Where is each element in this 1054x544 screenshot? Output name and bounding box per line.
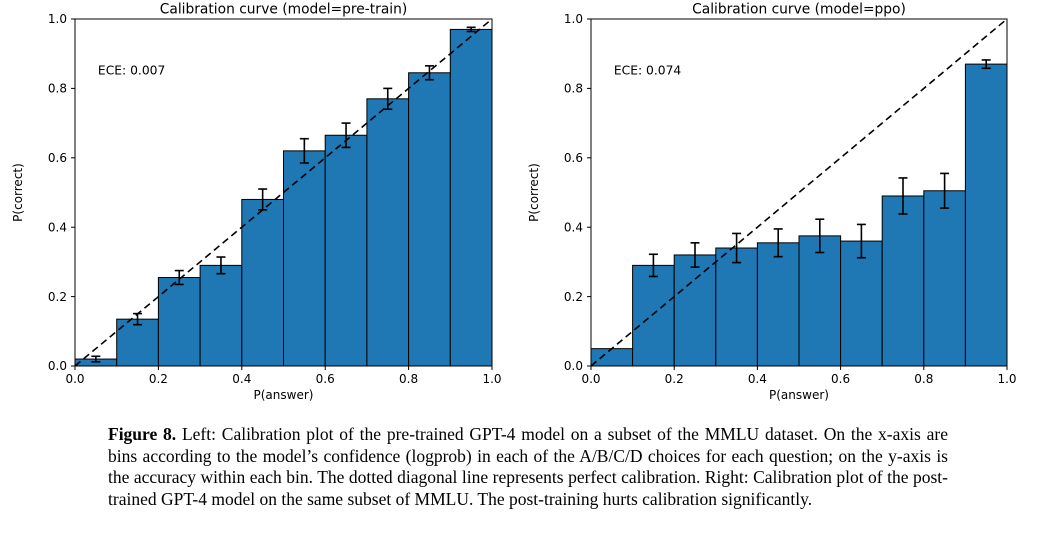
x-tick-label: 0.6	[316, 372, 335, 386]
y-tick-label: 0.6	[564, 151, 583, 165]
ece-annotation: ECE: 0.007	[98, 63, 165, 77]
bars-group	[590, 63, 1008, 367]
chart-pretrain: 0.0 0.2 0.4 0.6 0.8 1.0 0.0 0.2 0.4 0.6 0.8 1.0 Cali…	[0, 0, 527, 415]
chart-ppo-svg: 0.0 0.2 0.4 0.6 0.8 1.0 0.0 0.2 0.4 0.6 0.8 1.0 Cali…	[527, 2, 1017, 403]
bar-bin-5	[283, 150, 326, 367]
figure-caption-text: Left: Calibration plot of the pre-traine…	[108, 424, 948, 509]
bar-bin-5	[798, 235, 842, 367]
y-tick-label: 0.0	[564, 359, 583, 373]
y-tick-label: 0.8	[564, 82, 583, 96]
bar-bin-7	[881, 195, 925, 367]
charts-row: 0.0 0.2 0.4 0.6 0.8 1.0 0.0 0.2 0.4 0.6 0.8 1.0 Cali…	[0, 0, 1054, 415]
bar-bin-4	[241, 198, 285, 367]
x-tick-label: 0.2	[665, 372, 684, 386]
y-tick-label: 0.4	[48, 220, 67, 234]
bar-bin-4	[756, 242, 800, 367]
plot-border	[590, 18, 1008, 367]
y-tick-label: 0.2	[564, 290, 583, 304]
x-tick-label: 1.0	[482, 372, 501, 386]
x-tick-label: 0.0	[581, 372, 600, 386]
bar-bin-7	[366, 98, 410, 367]
bar-bin-9	[449, 28, 493, 367]
x-tick-label: 1.0	[997, 372, 1016, 386]
perfect-calibration-line	[74, 18, 493, 367]
bar-bin-6	[324, 134, 368, 367]
y-tick-label: 0.2	[48, 290, 67, 304]
x-tick-label: 0.4	[748, 372, 767, 386]
x-tick-label: 0.4	[232, 372, 251, 386]
chart-ppo: 0.0 0.2 0.4 0.6 0.8 1.0 0.0 0.2 0.4 0.6 0.8 1.0 Cali…	[527, 0, 1054, 415]
x-axis-label: P(answer)	[254, 388, 314, 402]
x-axis-label: P(answer)	[769, 388, 829, 402]
bar-bin-0	[590, 348, 634, 367]
figure-caption-label: Figure 8.	[108, 424, 177, 444]
bar-bin-3	[715, 247, 758, 367]
figure-caption: Figure 8. Left: Calibration plot of the …	[108, 424, 948, 510]
y-tick-label: 0.0	[48, 359, 67, 373]
error-bars-group	[648, 59, 991, 278]
x-tick-label: 0.8	[914, 372, 933, 386]
y-axis-label: P(correct)	[527, 163, 541, 222]
y-tick-label: 1.0	[48, 12, 67, 26]
bar-bin-2	[673, 254, 717, 367]
y-tick-label: 0.4	[564, 220, 583, 234]
plot-border	[74, 18, 493, 367]
x-tick-label: 0.8	[399, 372, 418, 386]
bar-bin-6	[840, 240, 883, 367]
bar-bin-8	[408, 72, 451, 367]
x-tick-label: 0.6	[831, 372, 850, 386]
bar-bin-9	[964, 63, 1008, 367]
chart-title: Calibration curve (model=pre-train)	[160, 2, 408, 18]
bar-bin-8	[923, 190, 966, 367]
chart-title: Calibration curve (model=ppo)	[692, 2, 906, 18]
y-axis-label: P(correct)	[11, 163, 25, 222]
x-tick-label: 0.2	[149, 372, 168, 386]
bar-bin-3	[199, 264, 243, 367]
x-tick-label: 0.0	[65, 372, 84, 386]
ece-annotation: ECE: 0.074	[614, 63, 682, 77]
y-tick-label: 0.6	[48, 151, 67, 165]
y-tick-label: 1.0	[564, 12, 583, 26]
error-bars-group	[91, 26, 476, 363]
y-tick-label: 0.8	[48, 82, 67, 96]
chart-pretrain-svg: 0.0 0.2 0.4 0.6 0.8 1.0 0.0 0.2 0.4 0.6 0.8 1.0 Cali…	[11, 2, 502, 403]
bar-bin-1	[632, 264, 675, 367]
